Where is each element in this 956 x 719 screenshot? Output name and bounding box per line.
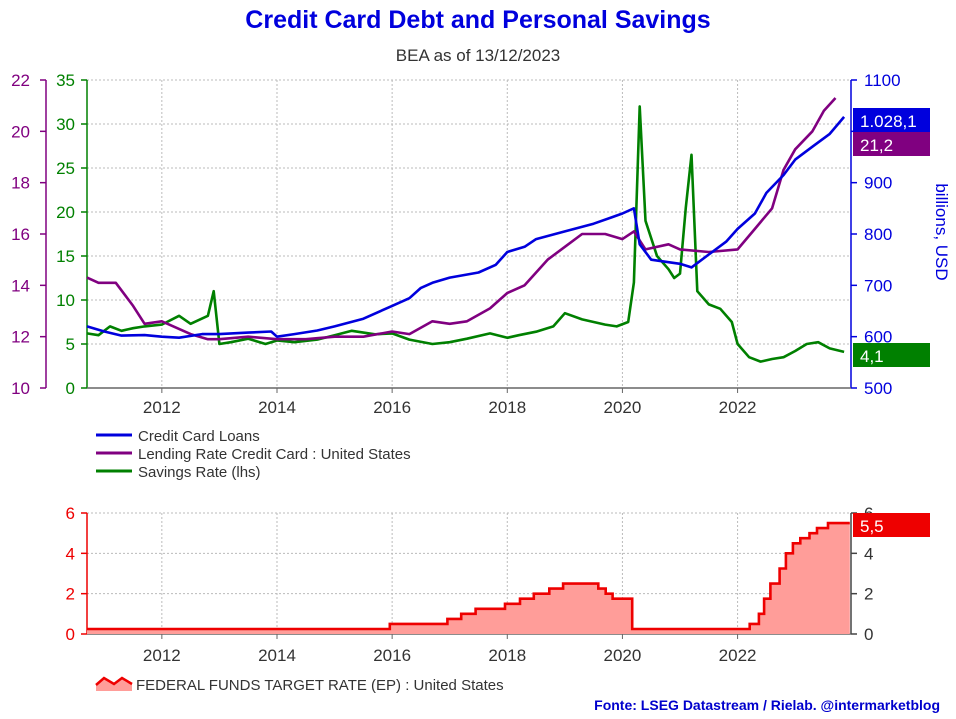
tick-label-green: 30 bbox=[56, 115, 75, 134]
tick-label-blue: 600 bbox=[864, 328, 892, 347]
chart-title: Credit Card Debt and Personal Savings bbox=[245, 6, 711, 34]
tick-label-green: 35 bbox=[56, 71, 75, 90]
axes bbox=[45, 80, 852, 635]
tick-label-green: 20 bbox=[56, 203, 75, 222]
tick-label-fed-left: 0 bbox=[66, 625, 75, 644]
tick-label-fed-right: 0 bbox=[864, 625, 873, 644]
x-tick-label: 2020 bbox=[604, 646, 642, 665]
x-tick-label: 2018 bbox=[488, 398, 526, 417]
tick-label-fed-left: 6 bbox=[66, 504, 75, 523]
tick-label-purple: 14 bbox=[11, 276, 30, 295]
x-tick-label: 2014 bbox=[258, 646, 296, 665]
tick-label-purple: 12 bbox=[11, 328, 30, 347]
tick-label-purple: 16 bbox=[11, 225, 30, 244]
x-tick-label: 2016 bbox=[373, 646, 411, 665]
last-value-credit-card-loans-text: 1.028,1 bbox=[860, 112, 917, 131]
x-tick-label: 2022 bbox=[719, 646, 757, 665]
tick-label-purple: 18 bbox=[11, 174, 30, 193]
x-tick-label: 2012 bbox=[143, 398, 181, 417]
gridlines bbox=[87, 79, 851, 635]
tick-label-green: 5 bbox=[66, 335, 75, 354]
x-tick-label: 2014 bbox=[258, 398, 296, 417]
tick-label-fed-right: 4 bbox=[864, 544, 873, 563]
tick-label-green: 15 bbox=[56, 247, 75, 266]
legend-swatch-line bbox=[95, 676, 133, 686]
series-area-fed-funds bbox=[87, 523, 850, 634]
legend-label: Credit Card Loans bbox=[138, 428, 260, 445]
x-tick-label: 2022 bbox=[719, 398, 757, 417]
last-value-fed-funds: 5,5 bbox=[853, 513, 930, 537]
last-value-savings-rate-text: 4,1 bbox=[860, 347, 884, 366]
last-value-lending-rate: 21,2 bbox=[853, 132, 930, 156]
series-line-savings-rate-lhs bbox=[86, 105, 845, 363]
tick-label-fed-right: 2 bbox=[864, 585, 873, 604]
last-value-savings-rate-bg bbox=[853, 343, 930, 367]
tick-label-purple: 20 bbox=[11, 122, 30, 141]
tick-label-fed-left: 2 bbox=[66, 585, 75, 604]
last-value-fed-funds-bg bbox=[853, 513, 930, 537]
source-footer: Fonte: LSEG Datastream / Rielab. @interm… bbox=[594, 697, 940, 713]
tick-label-blue: 900 bbox=[864, 174, 892, 193]
tick-label-blue: 700 bbox=[864, 276, 892, 295]
legend-label: Lending Rate Credit Card : United States bbox=[138, 446, 411, 463]
last-value-fed-funds-text: 5,5 bbox=[860, 517, 884, 536]
last-value-credit-card-loans-bg bbox=[853, 108, 930, 132]
chart-subtitle: BEA as of 13/12/2023 bbox=[395, 46, 561, 65]
right-axis-title: billions, USD bbox=[932, 183, 951, 280]
tick-label-purple: 10 bbox=[11, 379, 30, 398]
last-value-lending-rate-bg bbox=[853, 132, 930, 156]
tick-label-green: 0 bbox=[66, 379, 75, 398]
tick-label-fed-left: 4 bbox=[66, 544, 75, 563]
x-tick-label: 2012 bbox=[143, 646, 181, 665]
legend-label: FEDERAL FUNDS TARGET RATE (EP) : United … bbox=[136, 677, 504, 694]
tick-label-green: 25 bbox=[56, 159, 75, 178]
legend-swatch-fed bbox=[95, 676, 133, 691]
series-line-fed-funds bbox=[87, 521, 850, 631]
series-line-lending-rate-credit-card-united-states bbox=[86, 97, 837, 341]
tick-label-blue: 1100 bbox=[864, 71, 901, 90]
tick-label-blue: 800 bbox=[864, 225, 892, 244]
legend-label: Savings Rate (lhs) bbox=[138, 464, 261, 481]
x-tick-label: 2018 bbox=[488, 646, 526, 665]
last-value-savings-rate: 4,1 bbox=[853, 343, 930, 367]
series-line-credit-card-loans bbox=[86, 116, 846, 339]
last-value-credit-card-loans: 1.028,1 bbox=[853, 108, 930, 132]
x-tick-label: 2020 bbox=[604, 398, 642, 417]
last-value-lending-rate-text: 21,2 bbox=[860, 136, 893, 155]
tick-label-blue: 500 bbox=[864, 379, 892, 398]
tick-label-purple: 22 bbox=[11, 71, 30, 90]
tick-label-green: 10 bbox=[56, 291, 75, 310]
x-tick-label: 2016 bbox=[373, 398, 411, 417]
